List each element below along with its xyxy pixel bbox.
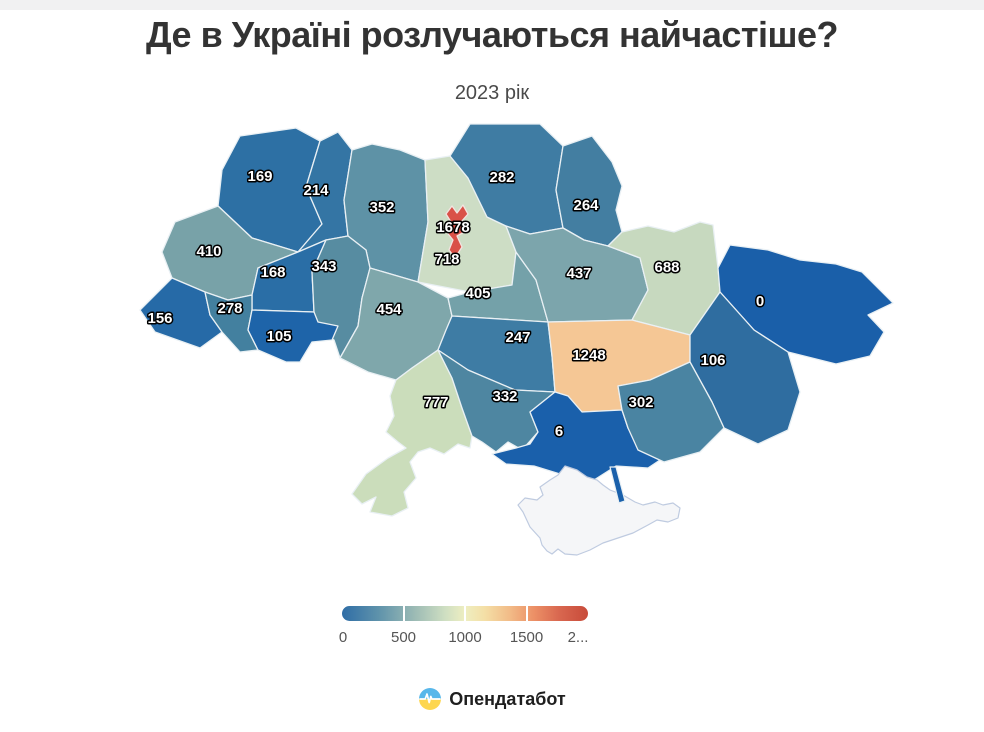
region-value-label-luhansk: 0 (756, 293, 764, 310)
region-value-label-zakarpattia: 156 (147, 310, 172, 327)
region-value-label-zaporizhzhia: 302 (628, 394, 653, 411)
region-mykolaiv[interactable] (437, 349, 556, 453)
region-value-label-chernivtsi: 105 (266, 328, 291, 345)
region-value-label-rivne: 214 (303, 182, 329, 199)
page-subtitle: 2023 рік (454, 82, 530, 104)
region-kyiv-city[interactable] (444, 204, 469, 259)
region-chernivtsi[interactable] (247, 309, 339, 363)
map-regions-group (139, 123, 894, 556)
brand-name: Опендатабот (449, 688, 566, 709)
region-value-label-zhytomyr: 352 (369, 199, 394, 216)
page-title: Де в Україні розлучаються найчастіше? (145, 14, 839, 55)
region-value-label-kyiv-city: 1678 (436, 219, 469, 236)
legend-divider (402, 606, 405, 621)
legend-tick-label: 500 (390, 629, 417, 646)
region-donetsk[interactable] (689, 291, 801, 445)
region-value-label-volyn: 169 (247, 168, 272, 185)
region-value-label-poltava: 437 (566, 265, 591, 282)
region-value-label-kherson: 6 (555, 423, 563, 440)
legend-tick-label: 0 (338, 629, 348, 646)
region-value-label-khmelnytskyi: 343 (311, 258, 336, 275)
region-value-label-odesa: 777 (423, 394, 448, 411)
region-value-label-ternopil: 168 (260, 264, 285, 281)
map-labels-group: 169 214 352 718 282 264 410 168 343 454 405 437 688 0… (146, 167, 766, 442)
region-value-label-dnipropetrovsk: 1248 (572, 347, 605, 364)
region-value-label-ivano-frankivsk: 278 (217, 300, 242, 317)
brand-footer: Опендатабот (0, 687, 984, 711)
legend-tick-label: 2... (567, 629, 589, 646)
region-arabat-spit[interactable] (609, 466, 626, 504)
region-value-label-chernihiv: 282 (489, 169, 514, 186)
region-value-label-lviv: 410 (196, 243, 221, 260)
region-value-label-mykolaiv: 332 (492, 388, 517, 405)
legend-tick-label: 1500 (509, 629, 544, 646)
region-value-label-kyiv-oblast: 718 (434, 251, 459, 268)
region-crimea[interactable] (517, 465, 681, 556)
region-zaporizhzhia[interactable] (617, 361, 725, 463)
region-value-label-sumy: 264 (573, 197, 599, 214)
region-value-label-kirovohrad: 247 (505, 329, 530, 346)
legend-divider (525, 606, 528, 621)
brand-logo-icon (418, 687, 442, 711)
top-strip (0, 0, 984, 10)
region-value-label-donetsk: 106 (700, 352, 725, 369)
region-value-label-cherkasy: 405 (465, 285, 490, 302)
region-value-label-kharkiv: 688 (654, 259, 679, 276)
legend-tick-label: 1000 (448, 629, 482, 646)
region-value-label-vinnytsia: 454 (376, 301, 402, 318)
legend-divider (464, 606, 466, 621)
